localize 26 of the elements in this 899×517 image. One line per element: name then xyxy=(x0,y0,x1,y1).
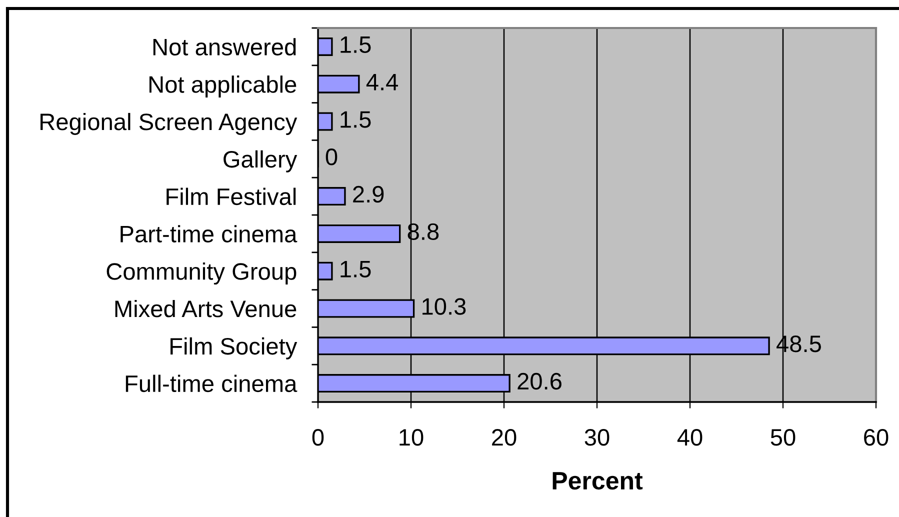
x-tick-label: 0 xyxy=(312,429,324,446)
x-tick-label: 10 xyxy=(400,429,424,446)
x-tick-label: 50 xyxy=(770,429,796,446)
y-tick-label: Mixed Arts Venue xyxy=(115,300,296,318)
y-tick-label: Community Group xyxy=(106,262,296,285)
data-label: 10.3 xyxy=(422,298,466,315)
x-tick-label: 40 xyxy=(677,429,702,446)
y-tick-label: Full-time cinema xyxy=(126,374,298,392)
data-label: 1.5 xyxy=(340,260,371,278)
data-label: 1.5 xyxy=(340,111,371,128)
data-label: 1.5 xyxy=(340,36,371,54)
data-label: 2.9 xyxy=(353,186,384,203)
y-tick-label: Not answered xyxy=(153,38,296,56)
y-tick-label: Part-time cinema xyxy=(120,225,298,242)
y-tick-label: Film Festival xyxy=(166,188,296,206)
x-axis-title: Percent xyxy=(552,472,643,490)
x-tick-label: 60 xyxy=(864,429,888,446)
y-tick-label: Gallery xyxy=(224,150,298,172)
x-tick-label: 20 xyxy=(492,429,516,446)
data-label: 0 xyxy=(326,148,338,166)
data-label: 4.4 xyxy=(366,74,398,90)
y-tick-label: Film Society xyxy=(170,337,298,360)
data-label: 20.6 xyxy=(518,372,562,390)
y-tick-label: Regional Screen Agency xyxy=(40,112,298,135)
x-tick-label: 30 xyxy=(584,429,610,446)
y-tick-label: Not applicable xyxy=(149,76,296,98)
